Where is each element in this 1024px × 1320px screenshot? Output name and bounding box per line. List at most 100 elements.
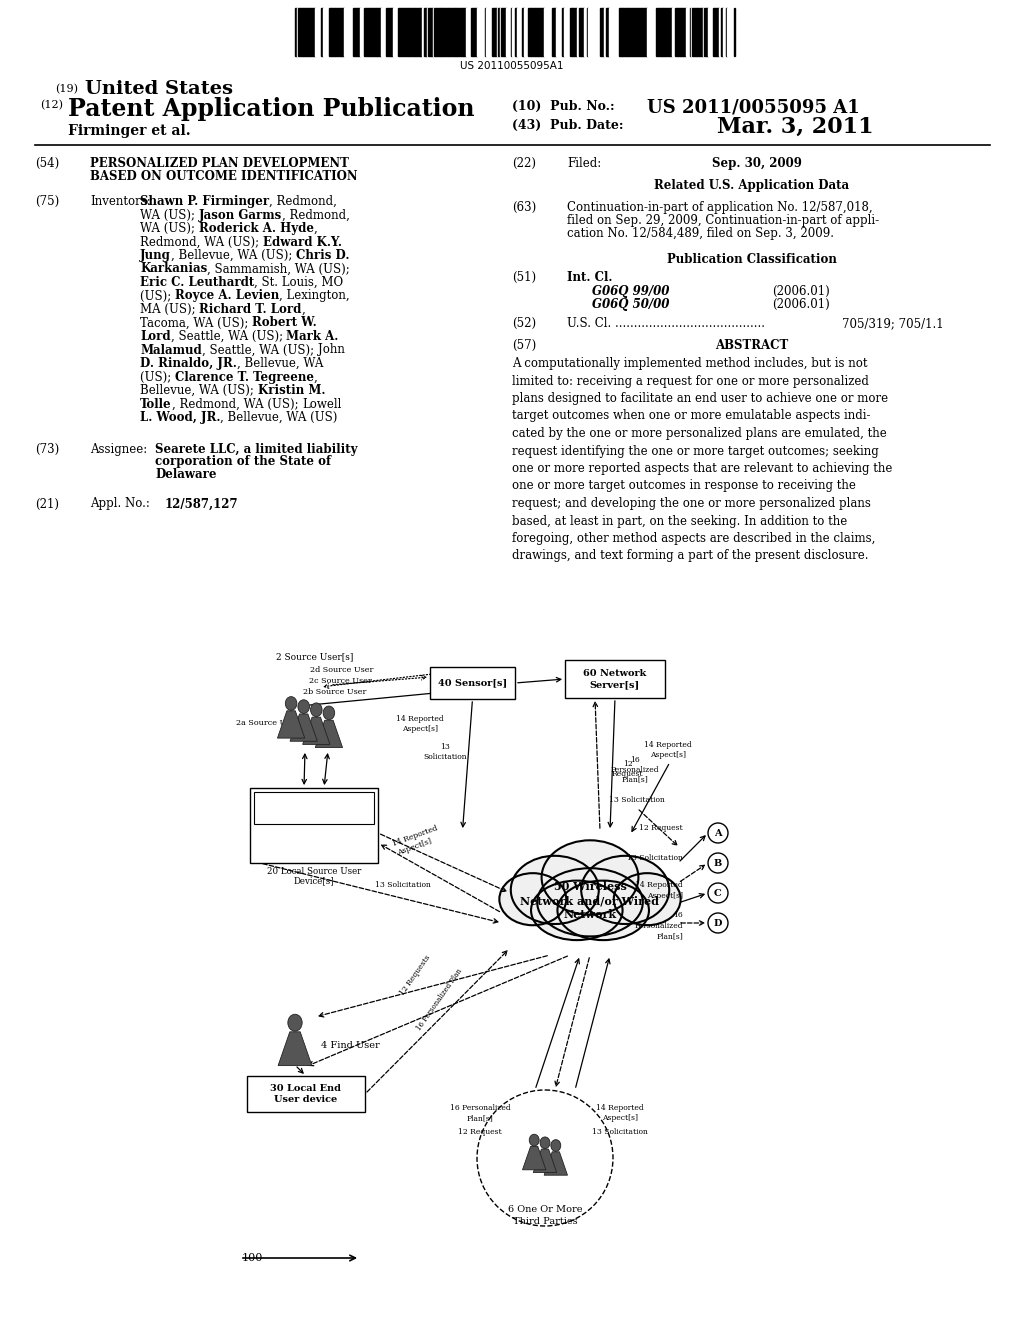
Text: Related U.S. Application Data: Related U.S. Application Data [654,180,850,191]
Text: Lowell: Lowell [302,397,341,411]
Bar [632,8,636,55]
Bar [528,8,531,55]
Bar [430,667,515,700]
Text: , Seattle, WA (US);: , Seattle, WA (US); [171,330,287,343]
Text: cation No. 12/584,489, filed on Sep. 3, 2009.: cation No. 12/584,489, filed on Sep. 3, … [567,227,834,240]
Bar [541,8,544,55]
Text: Bellevue, WA (US);: Bellevue, WA (US); [140,384,258,397]
Bar [360,8,364,55]
Text: WA (US);: WA (US); [140,209,199,222]
Bar [544,8,548,55]
Text: PERSONALIZED PLAN DEVELOPMENT: PERSONALIZED PLAN DEVELOPMENT [90,157,349,170]
Text: Server[s]: Server[s] [590,680,640,689]
Ellipse shape [286,697,297,710]
Bar [347,8,353,55]
Bar [579,8,584,55]
Bar [565,660,665,698]
Text: 13 Solicitation: 13 Solicitation [627,854,683,862]
Polygon shape [522,1146,546,1170]
Bar [443,8,445,55]
Text: John: John [317,343,344,356]
Text: 12/587,127: 12/587,127 [165,498,239,511]
Bar [656,8,662,55]
Text: ,: , [313,222,317,235]
Bar [609,8,613,55]
Bar [647,8,651,55]
Text: (12): (12) [40,100,63,111]
Text: 20a Local Source: 20a Local Source [272,829,355,838]
Text: 100: 100 [242,1253,263,1263]
Text: Jung: Jung [140,249,171,261]
Bar [594,8,597,55]
Text: L. Wood, JR.: L. Wood, JR. [140,411,220,424]
Bar [449,8,454,55]
Bar [424,8,427,55]
Ellipse shape [551,1139,561,1151]
Text: US 20110055095A1: US 20110055095A1 [460,61,564,71]
Text: (22): (22) [512,157,536,170]
Bar [536,8,538,55]
Bar [483,8,485,55]
Ellipse shape [288,1014,302,1031]
Bar [628,8,632,55]
Bar [524,8,528,55]
Text: A: A [714,829,722,837]
Bar [531,8,535,55]
Text: 2b Source User: 2b Source User [303,688,367,696]
Text: Jason Garms: Jason Garms [199,209,282,222]
Bar [358,8,360,55]
Text: G06Q 50/00: G06Q 50/00 [592,298,670,312]
Ellipse shape [542,841,638,915]
Text: Malamud: Malamud [140,343,202,356]
Text: Delaware: Delaware [155,469,216,482]
Bar [552,8,554,55]
Text: 14 Reported: 14 Reported [391,824,439,847]
Ellipse shape [540,1137,550,1148]
Bar [652,8,656,55]
Text: User device: User device [274,1094,338,1104]
Text: , Bellevue, WA (US): , Bellevue, WA (US) [220,411,338,424]
Bar [538,8,541,55]
Bar [386,8,391,55]
Ellipse shape [538,869,643,936]
Text: 50 Wireless: 50 Wireless [554,882,627,892]
Bar [621,8,623,55]
Text: Mar. 3, 2011: Mar. 3, 2011 [717,116,873,139]
Ellipse shape [531,880,623,940]
Bar [489,8,492,55]
Text: U.S. Cl. ........................................: U.S. Cl. ...............................… [567,317,765,330]
Text: Device[s]: Device[s] [294,876,334,886]
Text: corporation of the State of: corporation of the State of [155,455,331,469]
Bar [364,8,368,55]
Ellipse shape [529,1134,540,1146]
Text: User Device: User Device [286,808,343,817]
Text: Int. Cl.: Int. Cl. [567,271,612,284]
Bar [732,8,734,55]
Text: Personalized: Personalized [610,766,659,774]
Text: Kristin M.: Kristin M. [258,384,326,397]
Bar [623,8,627,55]
Bar [477,8,483,55]
Text: Personalized: Personalized [635,921,683,931]
Bar [381,8,386,55]
Text: (43)  Pub. Date:: (43) Pub. Date: [512,119,624,132]
Bar [686,8,690,55]
Text: 12 Request: 12 Request [458,1129,502,1137]
Text: 16 Personalized: 16 Personalized [450,1104,510,1111]
Ellipse shape [298,700,309,713]
Text: Assignee:: Assignee: [90,442,147,455]
Text: B: B [714,858,722,867]
Bar [398,8,402,55]
Text: 13 Solicitation: 13 Solicitation [592,1129,648,1137]
Text: Continuation-in-part of application No. 12/587,018,: Continuation-in-part of application No. … [567,201,872,214]
Text: Shawn P. Firminger: Shawn P. Firminger [140,195,269,209]
Text: Aspect[s]: Aspect[s] [602,1114,638,1122]
Bar [672,8,675,55]
Text: Roderick A. Hyde: Roderick A. Hyde [199,222,313,235]
Polygon shape [544,1152,567,1175]
Text: , Lexington,: , Lexington, [280,289,350,302]
Text: , Seattle, WA (US);: , Seattle, WA (US); [202,343,317,356]
Ellipse shape [500,873,566,925]
Bar [577,8,579,55]
Bar [585,8,587,55]
